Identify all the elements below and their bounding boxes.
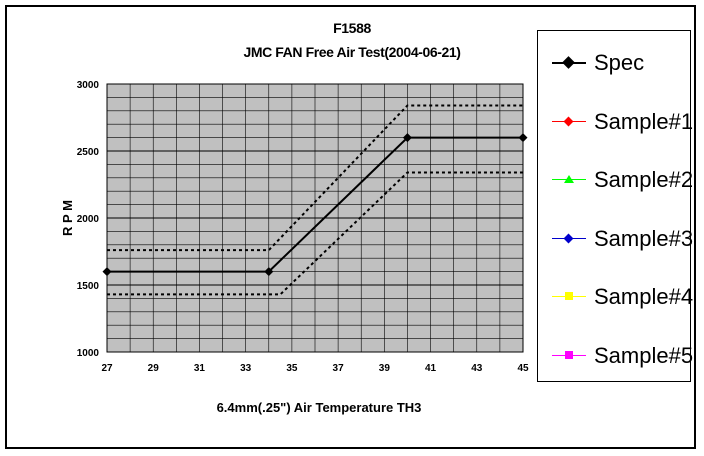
y-tick-label: 2000	[77, 214, 100, 225]
legend-swatch	[552, 290, 586, 304]
x-tick-label: 33	[240, 363, 252, 374]
legend-marker-icon	[563, 233, 574, 243]
chart-title: F1588	[333, 20, 371, 36]
x-tick-label: 31	[194, 363, 206, 374]
x-tick-label: 41	[425, 363, 437, 374]
legend-label: Sample#5	[594, 342, 694, 368]
legend-item: Sample#1	[552, 107, 693, 137]
x-tick-label: 45	[517, 363, 529, 374]
y-tick-label: 2500	[77, 147, 100, 158]
legend-swatch	[552, 349, 586, 363]
y-tick-label: 1000	[77, 348, 100, 359]
legend-item: Sample#3	[552, 224, 693, 254]
legend-label: Sample#3	[594, 225, 694, 251]
legend-label: Sample#1	[594, 108, 694, 134]
chart-legend: Spec Sample#1 Sample#2 Sample#3 Sample#4 Samp…	[537, 30, 693, 382]
legend-marker-icon	[565, 292, 573, 300]
x-tick-label: 35	[286, 363, 298, 374]
legend-item: Sample#5	[552, 341, 693, 371]
legend-label: Spec	[594, 50, 645, 75]
tolerance-line	[107, 104, 523, 252]
spec-point	[402, 133, 412, 143]
legend-item: Sample#4	[552, 282, 693, 312]
x-tick-label: 29	[148, 363, 160, 374]
y-tick-label: 1500	[77, 281, 100, 292]
legend-swatch	[552, 173, 586, 187]
legend-item: Sample#2	[552, 165, 693, 195]
legend-swatch	[552, 56, 586, 70]
legend-marker-icon	[564, 175, 574, 183]
legend-marker-icon	[563, 116, 574, 126]
spec-point	[264, 267, 274, 277]
legend-marker-icon	[565, 350, 573, 359]
y-tick-label: 3000	[77, 80, 100, 91]
x-tick-label: 39	[379, 363, 391, 374]
spec-point	[102, 267, 112, 277]
chart-subtitle: JMC FAN Free Air Test(2004-06-21)	[243, 44, 461, 60]
y-axis-label: R P M	[60, 200, 75, 236]
x-axis-label: 6.4mm(.25") Air Temperature TH3	[217, 400, 422, 415]
legend-swatch	[552, 232, 586, 246]
legend-marker-icon	[562, 56, 575, 69]
legend-label: Sample#2	[594, 167, 694, 192]
x-tick-label: 37	[333, 363, 345, 374]
spec-point	[518, 133, 528, 143]
legend-label: Sample#4	[594, 284, 694, 309]
x-tick-label: 43	[471, 363, 483, 374]
legend-swatch	[552, 115, 586, 129]
x-tick-label: 27	[101, 363, 113, 374]
legend-item: Spec	[552, 48, 644, 78]
spec-line	[107, 136, 523, 273]
tolerance-line	[107, 171, 523, 296]
